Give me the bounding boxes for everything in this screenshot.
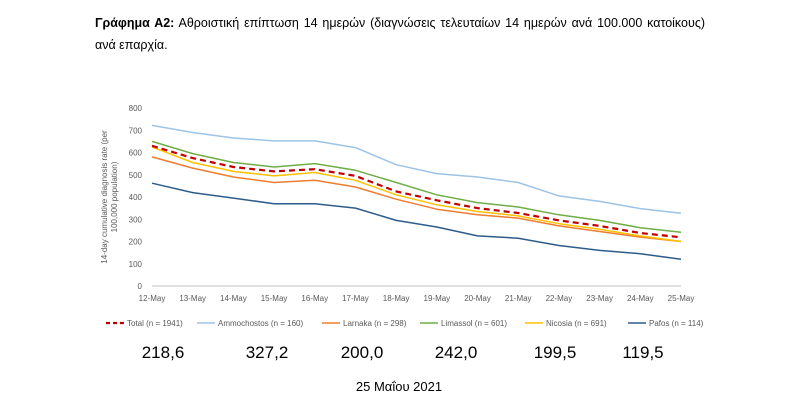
- report-date: 25 Μαΐου 2021: [355, 379, 443, 394]
- x-tick-label: 21-May: [505, 294, 532, 303]
- series-line-nicosia: [151, 146, 682, 243]
- summary-value-limassol: 242,0: [434, 343, 478, 362]
- series-line-larnaka: [151, 156, 682, 243]
- figure-caption: Γράφημα Α2: Αθροιστική επίπτωση 14 ημερώ…: [95, 12, 705, 56]
- x-tick-label: 18-May: [383, 294, 410, 303]
- y-tick-label: 100: [129, 260, 143, 269]
- y-tick-label: 300: [129, 215, 143, 224]
- series-line-ammochostos: [151, 124, 682, 214]
- summary-value-pafos: 119,5: [622, 343, 664, 362]
- x-tick-label: 19-May: [424, 294, 451, 303]
- y-tick-label: 600: [129, 149, 143, 158]
- x-tick-label: 24-May: [627, 294, 654, 303]
- legend-label: Limassol (n = 601): [441, 319, 507, 328]
- y-tick-label: 200: [129, 238, 143, 247]
- x-tick-label: 13-May: [179, 294, 206, 303]
- summary-value-total: 218,6: [141, 343, 185, 362]
- x-tick-label: 17-May: [342, 294, 369, 303]
- legend-label: Nicosia (n = 691): [546, 319, 607, 328]
- y-tick-label: 500: [129, 171, 143, 180]
- caption-label: Γράφημα Α2:: [95, 16, 175, 30]
- legend-label: Total (n = 1941): [127, 319, 183, 328]
- series-line-limassol: [151, 140, 682, 233]
- y-tick-label: 800: [129, 104, 143, 113]
- x-tick-label: 15-May: [261, 294, 288, 303]
- legend-label: Larnaka (n = 298): [343, 319, 407, 328]
- x-tick-label: 12-May: [139, 294, 166, 303]
- y-tick-label: 700: [129, 126, 143, 135]
- y-tick-label: 0: [138, 282, 143, 291]
- series-line-total: [151, 144, 682, 239]
- y-axis-label: 14-day cumulative diagnosis rate (per100…: [100, 130, 119, 264]
- series-line-pafos: [151, 182, 682, 261]
- summary-value-ammochostos: 327,2: [245, 343, 289, 362]
- x-tick-label: 20-May: [464, 294, 491, 303]
- summary-value-nicosia: 199,5: [533, 343, 577, 362]
- x-tick-label: 23-May: [586, 294, 613, 303]
- x-tick-label: 16-May: [301, 294, 328, 303]
- x-tick-label: 14-May: [220, 294, 247, 303]
- x-tick-label: 22-May: [546, 294, 573, 303]
- caption-text: Αθροιστική επίπτωση 14 ημερών (διαγνώσει…: [95, 16, 706, 52]
- summary-value-larnaka: 200,0: [340, 343, 384, 362]
- x-tick-label: 25-May: [668, 294, 695, 303]
- legend-label: Ammochostos (n = 160): [218, 319, 303, 328]
- legend-label: Pafos (n = 114): [649, 319, 704, 328]
- y-tick-label: 400: [129, 193, 143, 202]
